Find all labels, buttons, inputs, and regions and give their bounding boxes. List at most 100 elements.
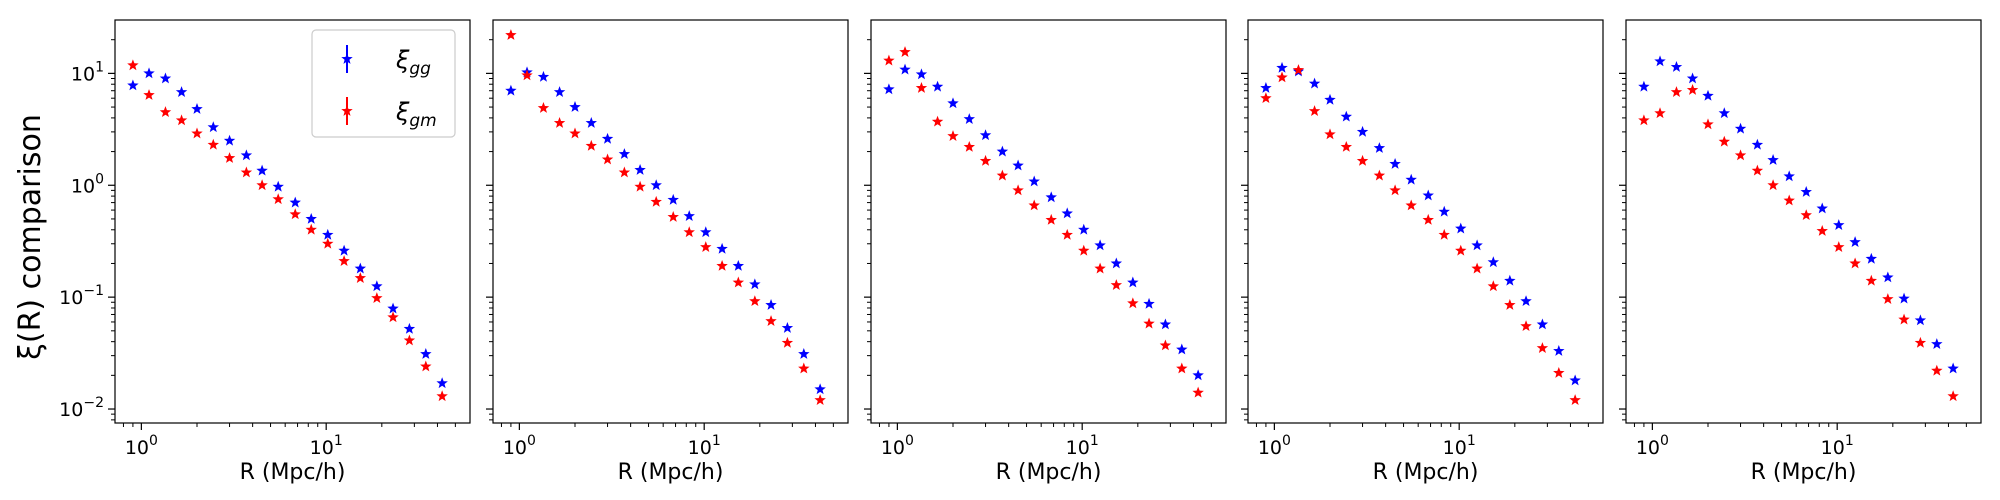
data-point xyxy=(240,166,253,178)
x-tick-label-exponent: 1 xyxy=(1845,433,1854,449)
data-point xyxy=(963,140,975,152)
data-point xyxy=(175,86,188,97)
data-point xyxy=(781,321,794,333)
data-point xyxy=(1389,157,1401,169)
data-point xyxy=(354,262,367,274)
data-point xyxy=(1734,122,1747,134)
x-tick-label-exponent: 1 xyxy=(712,433,721,449)
data-point xyxy=(683,226,695,238)
data-point xyxy=(207,121,219,133)
data-point xyxy=(1028,175,1040,187)
data-point xyxy=(1143,317,1155,329)
data-point xyxy=(387,311,399,323)
data-point xyxy=(1308,77,1321,89)
data-point xyxy=(979,129,992,141)
data-point xyxy=(1438,205,1450,217)
data-point xyxy=(1422,189,1434,201)
data-point xyxy=(1159,339,1172,351)
data-point xyxy=(1308,105,1321,116)
data-point xyxy=(387,302,399,314)
series-ξgg xyxy=(883,63,1204,381)
x-tick-label-exponent: 0 xyxy=(905,433,914,449)
x-tick-label-base: 10 xyxy=(1821,437,1845,459)
data-point xyxy=(1405,173,1417,185)
data-point xyxy=(1127,276,1139,288)
y-tick-label: 10−1 xyxy=(59,283,104,309)
data-point xyxy=(1898,292,1910,304)
data-point xyxy=(1638,80,1650,92)
data-point xyxy=(1767,179,1779,191)
y-tick-label-base: 10 xyxy=(59,399,83,421)
data-point xyxy=(240,149,253,161)
data-point xyxy=(354,272,367,283)
data-point xyxy=(1670,61,1683,72)
data-point xyxy=(436,390,448,402)
x-tick-label: 100 xyxy=(881,433,914,459)
data-point xyxy=(931,80,944,92)
data-point xyxy=(305,223,317,235)
data-point xyxy=(569,101,581,112)
data-point xyxy=(403,334,416,346)
data-point xyxy=(127,79,139,91)
data-point xyxy=(207,138,219,150)
data-point xyxy=(618,148,631,159)
data-point xyxy=(1767,154,1779,165)
x-tick-label: 100 xyxy=(125,433,158,459)
x-axis-label: R (Mpc/h) xyxy=(996,460,1102,485)
data-point xyxy=(569,127,581,139)
data-point xyxy=(667,211,679,222)
data-point xyxy=(505,29,517,40)
data-point xyxy=(1487,256,1500,268)
data-point xyxy=(781,336,794,348)
x-tick-label-exponent: 0 xyxy=(527,433,536,449)
data-point xyxy=(899,63,911,75)
data-point xyxy=(585,117,597,128)
data-point xyxy=(798,362,810,374)
y-tick-label-base: 10 xyxy=(59,287,83,309)
data-point xyxy=(899,46,911,57)
data-point xyxy=(289,196,301,208)
data-point xyxy=(1931,364,1943,376)
data-point xyxy=(996,169,1009,181)
data-point xyxy=(1455,244,1467,256)
legend-subscript: gm xyxy=(409,111,436,131)
data-point xyxy=(159,106,172,118)
x-tick-label-exponent: 0 xyxy=(149,433,158,449)
data-point xyxy=(223,134,236,146)
data-point xyxy=(749,278,761,290)
data-point xyxy=(1702,89,1714,101)
x-tick-label-exponent: 1 xyxy=(1467,433,1476,449)
data-point xyxy=(420,348,432,359)
data-point xyxy=(1914,336,1927,348)
data-point xyxy=(963,113,975,124)
data-point xyxy=(272,180,284,192)
data-point xyxy=(1078,223,1090,235)
data-point xyxy=(1914,314,1927,326)
data-point xyxy=(1422,213,1434,225)
series-ξgm xyxy=(127,59,448,402)
data-point xyxy=(1865,252,1878,264)
data-point xyxy=(634,163,646,175)
data-point xyxy=(814,394,826,406)
x-tick-label-base: 10 xyxy=(1066,437,1090,459)
data-point xyxy=(1045,191,1057,203)
series-ξgg xyxy=(505,66,826,395)
y-tick-label: 10−2 xyxy=(59,395,104,421)
x-axis-label: R (Mpc/h) xyxy=(618,460,724,485)
series-ξgg xyxy=(127,67,448,389)
data-point xyxy=(143,67,155,79)
data-point xyxy=(1260,92,1272,104)
data-point xyxy=(553,117,566,128)
data-point xyxy=(650,179,662,191)
plot-frame xyxy=(870,19,1227,424)
x-tick-label: 101 xyxy=(688,433,721,459)
data-point xyxy=(883,83,895,95)
data-point xyxy=(159,72,172,84)
data-point xyxy=(1816,202,1828,214)
data-point xyxy=(996,145,1009,157)
data-point xyxy=(1849,236,1861,248)
x-tick-label: 101 xyxy=(310,433,343,459)
data-point xyxy=(1159,318,1172,330)
x-tick-label: 100 xyxy=(503,433,536,459)
